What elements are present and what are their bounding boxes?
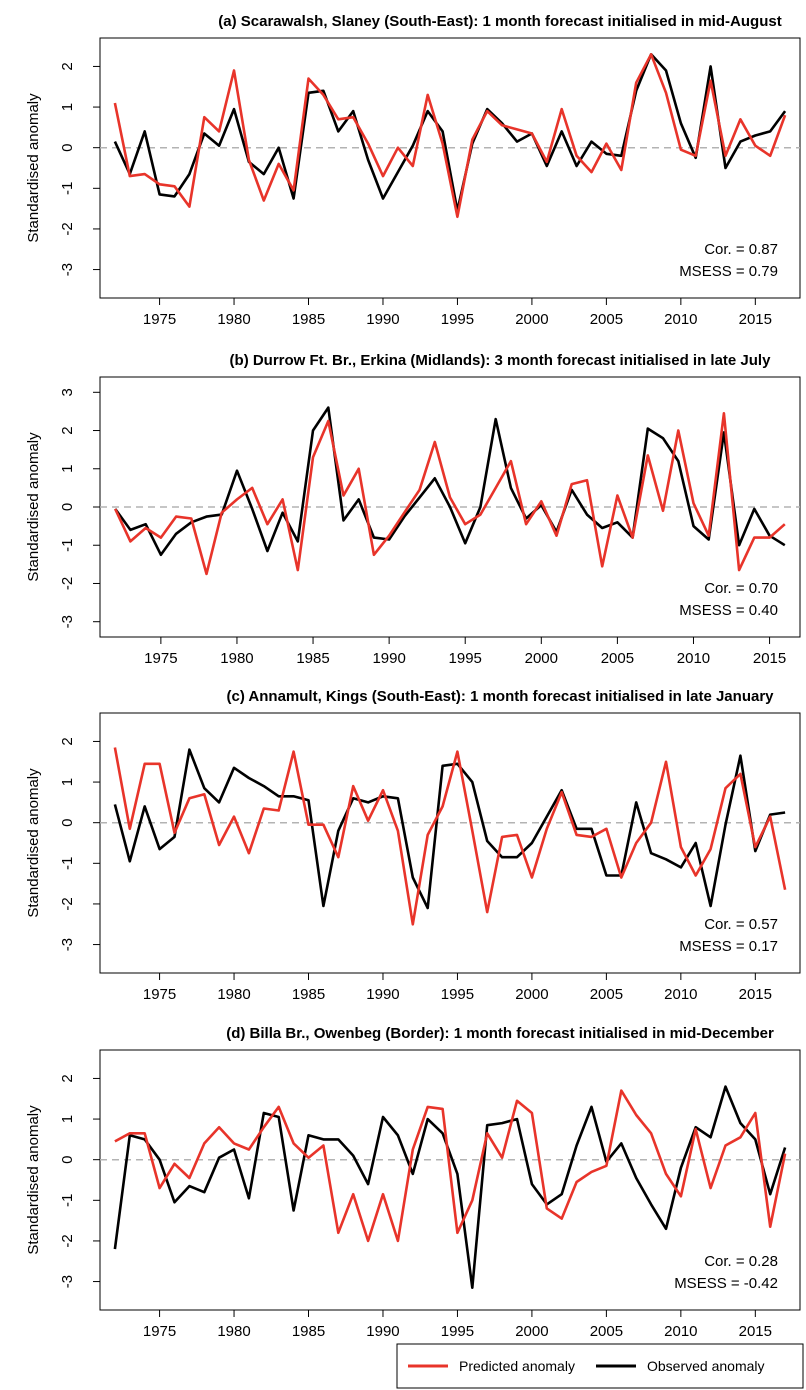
correlation-label: Cor. = 0.70 (704, 580, 778, 597)
x-tick-label: 2010 (664, 986, 697, 1003)
msess-label: MSESS = 0.40 (679, 602, 778, 619)
legend-predicted-label: Predicted anomaly (459, 1358, 575, 1374)
x-tick-label: 2010 (677, 650, 710, 667)
x-tick-label: 1985 (292, 311, 325, 328)
y-tick-label: -1 (59, 857, 76, 870)
panel-title: (b) Durrow Ft. Br., Erkina (Midlands): 3… (230, 352, 772, 369)
y-tick-label: 1 (59, 1115, 76, 1123)
y-tick-label: 0 (59, 1156, 76, 1164)
y-tick-label: 0 (59, 144, 76, 152)
x-tick-label: 1985 (292, 986, 325, 1003)
x-tick-label: 2010 (664, 311, 697, 328)
plot-frame (99, 1049, 801, 1311)
x-tick-label: 2005 (590, 311, 623, 328)
y-tick-label: 2 (59, 62, 76, 70)
y-tick-label: -3 (59, 938, 76, 951)
x-tick-label: 1985 (296, 650, 329, 667)
y-axis-label: Standardised anomaly (25, 93, 42, 243)
legend-observed-label: Observed anomaly (647, 1358, 765, 1374)
panel-a: (a) Scarawalsh, Slaney (South-East): 1 m… (25, 13, 801, 328)
predicted-series-line (114, 411, 786, 576)
y-tick-label: -3 (59, 1275, 76, 1288)
observed-series-line (113, 52, 787, 212)
y-tick-label: 0 (59, 819, 76, 827)
y-tick-label: -1 (59, 539, 76, 552)
y-axis-label: Standardised anomaly (25, 432, 42, 582)
y-tick-label: 3 (59, 388, 76, 396)
x-tick-label: 1995 (441, 986, 474, 1003)
y-tick-label: 2 (59, 1074, 76, 1082)
y-tick-label: 2 (59, 737, 76, 745)
y-axis-label: Standardised anomaly (25, 768, 42, 918)
y-tick-label: -1 (59, 182, 76, 195)
panel-b: (b) Durrow Ft. Br., Erkina (Midlands): 3… (25, 352, 801, 667)
y-tick-label: -3 (59, 615, 76, 628)
x-tick-label: 1990 (372, 650, 405, 667)
y-tick-label: 1 (59, 778, 76, 786)
x-tick-label: 2000 (515, 1323, 548, 1340)
predicted-series-line (113, 747, 787, 926)
y-tick-label: 1 (59, 103, 76, 111)
correlation-label: Cor. = 0.57 (704, 916, 778, 933)
x-tick-label: 2005 (601, 650, 634, 667)
x-tick-label: 2015 (753, 650, 786, 667)
panel-title: (d) Billa Br., Owenbeg (Border): 1 month… (226, 1025, 774, 1042)
msess-label: MSESS = -0.42 (674, 1275, 778, 1292)
y-tick-label: -2 (59, 897, 76, 910)
x-tick-label: 2010 (664, 1323, 697, 1340)
x-tick-label: 1990 (366, 1323, 399, 1340)
panel-title: (c) Annamult, Kings (South-East): 1 mont… (226, 688, 774, 705)
predicted-series-line (113, 52, 787, 219)
x-tick-label: 1980 (217, 986, 250, 1003)
y-tick-label: -2 (59, 1234, 76, 1247)
panel-c: (c) Annamult, Kings (South-East): 1 mont… (25, 688, 801, 1003)
y-tick-label: -1 (59, 1194, 76, 1207)
predicted-series-line (114, 1089, 787, 1243)
panel-d: (d) Billa Br., Owenbeg (Border): 1 month… (25, 1025, 801, 1340)
panels: (a) Scarawalsh, Slaney (South-East): 1 m… (25, 13, 801, 1340)
y-tick-label: -2 (59, 577, 76, 590)
y-axis-label: Standardised anomaly (25, 1105, 42, 1255)
x-tick-label: 2015 (739, 311, 772, 328)
panel-title: (a) Scarawalsh, Slaney (South-East): 1 m… (218, 13, 781, 30)
observed-series-line (113, 748, 786, 910)
y-tick-label: -2 (59, 222, 76, 235)
x-tick-label: 2015 (739, 1323, 772, 1340)
msess-label: MSESS = 0.17 (679, 938, 778, 955)
observed-series-line (113, 1085, 787, 1289)
x-tick-label: 1975 (143, 1323, 176, 1340)
plot-frame (99, 37, 801, 299)
x-tick-label: 1980 (217, 311, 250, 328)
y-tick-label: 1 (59, 465, 76, 473)
x-tick-label: 1995 (441, 311, 474, 328)
x-tick-label: 1995 (441, 1323, 474, 1340)
x-tick-label: 2005 (590, 1323, 623, 1340)
legend: Predicted anomaly Observed anomaly (396, 1343, 804, 1389)
plot-frame (99, 712, 801, 974)
y-tick-label: 0 (59, 503, 76, 511)
y-tick-label: 2 (59, 426, 76, 434)
x-tick-label: 1975 (143, 311, 176, 328)
x-tick-label: 1990 (366, 986, 399, 1003)
correlation-label: Cor. = 0.28 (704, 1253, 778, 1270)
x-tick-label: 1980 (220, 650, 253, 667)
x-tick-label: 1975 (143, 986, 176, 1003)
x-tick-label: 2000 (515, 311, 548, 328)
x-tick-label: 1990 (366, 311, 399, 328)
correlation-label: Cor. = 0.87 (704, 241, 778, 258)
x-tick-label: 1980 (217, 1323, 250, 1340)
msess-label: MSESS = 0.79 (679, 263, 778, 280)
x-tick-label: 1985 (292, 1323, 325, 1340)
x-tick-label: 2015 (739, 986, 772, 1003)
x-tick-label: 2000 (515, 986, 548, 1003)
x-tick-label: 1995 (449, 650, 482, 667)
y-tick-label: -3 (59, 263, 76, 276)
x-tick-label: 2005 (590, 986, 623, 1003)
x-tick-label: 2000 (525, 650, 558, 667)
x-tick-label: 1975 (144, 650, 177, 667)
